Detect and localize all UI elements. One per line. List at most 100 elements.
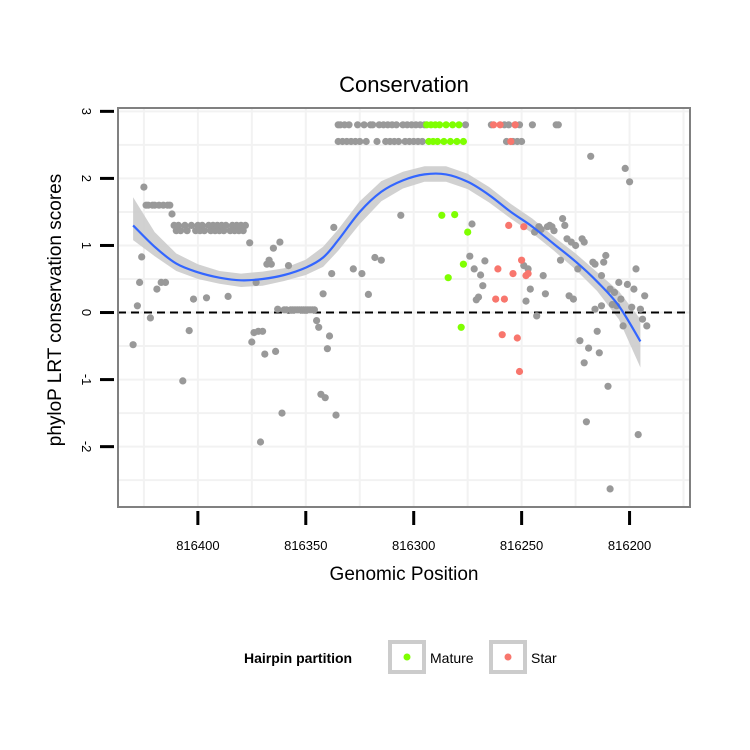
data-point-other bbox=[585, 344, 593, 352]
data-point-star bbox=[490, 121, 498, 129]
data-point-other bbox=[136, 278, 144, 286]
data-point-other bbox=[140, 183, 148, 191]
smooth-line-layer bbox=[132, 172, 642, 342]
y-axis: -2 -1 0 1 2 3 bbox=[79, 108, 114, 452]
data-point-other bbox=[369, 121, 377, 129]
data-point-other bbox=[554, 121, 562, 129]
data-point-other bbox=[479, 282, 487, 290]
data-point-other bbox=[177, 227, 185, 235]
data-point-other bbox=[550, 227, 558, 235]
data-point-other bbox=[621, 164, 629, 172]
data-point-other bbox=[315, 323, 323, 331]
data-point-other bbox=[587, 152, 595, 160]
data-point-other bbox=[153, 285, 161, 293]
data-point-other bbox=[600, 258, 608, 266]
data-point-other bbox=[477, 271, 485, 279]
y-axis-title: phyloP LRT conservation scores bbox=[45, 174, 66, 447]
x-axis: 816400 816350 816300 816250 816200 bbox=[176, 511, 651, 553]
data-point-other bbox=[133, 302, 141, 310]
data-point-other bbox=[356, 137, 364, 146]
y-tick-label: 0 bbox=[79, 309, 94, 316]
y-tick-label: 3 bbox=[79, 108, 94, 115]
data-point-mature bbox=[442, 121, 450, 129]
data-point-other bbox=[468, 220, 476, 228]
data-point-other bbox=[626, 178, 634, 186]
data-point-other bbox=[466, 252, 474, 260]
data-point-other bbox=[364, 290, 372, 298]
x-axis-title: Genomic Position bbox=[330, 564, 479, 585]
legend-marker-mature bbox=[403, 653, 411, 661]
data-point-other bbox=[310, 306, 318, 314]
data-point-star bbox=[500, 295, 508, 303]
data-point-other bbox=[418, 137, 426, 146]
data-point-other bbox=[321, 394, 329, 402]
data-point-mature bbox=[436, 121, 444, 129]
data-point-mature bbox=[459, 137, 467, 146]
data-point-mature bbox=[459, 260, 467, 268]
data-point-mature bbox=[444, 274, 452, 282]
data-point-other bbox=[556, 256, 565, 264]
data-point-other bbox=[241, 221, 249, 229]
data-point-mature bbox=[453, 137, 461, 146]
data-point-other bbox=[461, 121, 470, 129]
data-point-other bbox=[582, 418, 591, 426]
x-tick-label: 816300 bbox=[392, 538, 435, 553]
data-point-other bbox=[533, 312, 541, 320]
data-point-mature bbox=[446, 137, 454, 146]
y-tick-label: -1 bbox=[79, 374, 94, 386]
legend-label-mature: Mature bbox=[430, 650, 474, 666]
data-point-star bbox=[498, 331, 506, 339]
data-point-other bbox=[470, 265, 478, 273]
y-tick-label: 1 bbox=[79, 242, 94, 249]
data-point-other bbox=[539, 272, 547, 280]
data-point-other bbox=[619, 322, 627, 330]
data-point-other bbox=[354, 121, 362, 129]
data-point-other bbox=[580, 238, 588, 246]
data-point-mature bbox=[440, 137, 448, 146]
legend: Hairpin partition Mature Star bbox=[244, 640, 557, 674]
data-point-mature bbox=[451, 211, 459, 219]
data-point-other bbox=[591, 260, 599, 268]
data-point-mature bbox=[449, 121, 457, 129]
data-point-mature bbox=[457, 323, 465, 331]
data-point-other bbox=[371, 253, 379, 262]
legend-label-star: Star bbox=[531, 650, 557, 666]
data-point-other bbox=[358, 270, 366, 278]
data-point-other bbox=[222, 221, 230, 229]
data-point-other bbox=[528, 121, 537, 129]
data-point-other bbox=[362, 137, 370, 146]
data-point-other bbox=[569, 295, 578, 303]
data-point-other bbox=[623, 280, 632, 288]
data-point-other bbox=[606, 485, 614, 493]
data-point-other bbox=[593, 327, 601, 335]
data-point-other bbox=[168, 210, 176, 218]
data-point-other bbox=[559, 215, 567, 223]
data-point-other bbox=[617, 295, 625, 303]
legend-marker-star bbox=[504, 653, 512, 661]
data-point-other bbox=[319, 290, 327, 298]
x-tick-label: 816200 bbox=[608, 538, 651, 553]
legend-item-star: Star bbox=[489, 640, 557, 674]
data-point-other bbox=[200, 227, 208, 235]
data-point-other bbox=[602, 251, 610, 260]
data-point-other bbox=[185, 327, 193, 335]
data-point-star bbox=[524, 270, 532, 278]
data-point-other bbox=[246, 239, 254, 247]
data-point-other bbox=[328, 270, 336, 278]
data-point-other bbox=[284, 262, 293, 270]
data-point-other bbox=[166, 201, 174, 209]
data-point-other bbox=[630, 285, 638, 293]
data-point-other bbox=[272, 347, 280, 355]
x-tick-label: 816400 bbox=[176, 538, 219, 553]
data-point-mature bbox=[438, 211, 446, 219]
data-point-other bbox=[628, 303, 636, 311]
data-point-other bbox=[323, 345, 331, 353]
data-point-other bbox=[574, 265, 582, 273]
data-point-other bbox=[526, 285, 534, 293]
data-point-other bbox=[643, 322, 651, 330]
data-point-star bbox=[496, 121, 504, 129]
data-point-other bbox=[345, 121, 353, 129]
data-point-other bbox=[615, 278, 623, 286]
data-point-other bbox=[632, 265, 640, 273]
data-point-other bbox=[397, 211, 405, 219]
